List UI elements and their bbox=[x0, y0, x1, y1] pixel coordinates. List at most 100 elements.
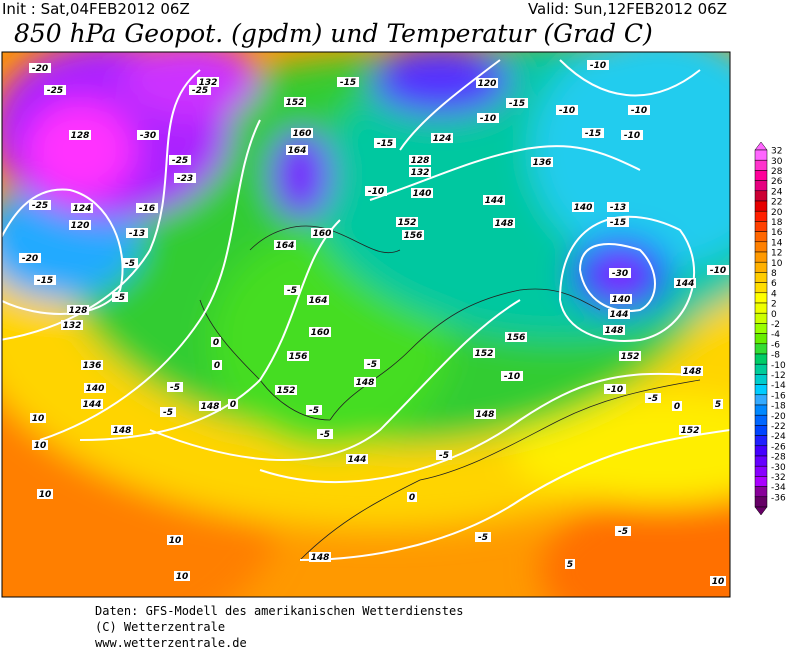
legend-swatch bbox=[754, 343, 768, 355]
contour-value: 160 bbox=[293, 129, 312, 139]
legend-swatch bbox=[754, 496, 768, 508]
contour-value: 124 bbox=[433, 134, 452, 144]
contour-label: -23 bbox=[174, 173, 196, 184]
contour-value: 120 bbox=[71, 221, 90, 231]
contour-label: 156 bbox=[402, 230, 424, 241]
label-box bbox=[374, 138, 396, 148]
label-box bbox=[274, 240, 296, 250]
label-box bbox=[411, 188, 433, 198]
contour-value: -10 bbox=[710, 266, 726, 276]
legend-swatch bbox=[754, 221, 768, 232]
contour-value: -10 bbox=[631, 106, 647, 116]
contour-value: 164 bbox=[309, 296, 328, 306]
contour-value: 10 bbox=[169, 536, 182, 546]
label-box bbox=[607, 202, 629, 212]
contour-value: 124 bbox=[73, 204, 92, 214]
contour-label: -15 bbox=[374, 138, 396, 149]
contour-label: 160 bbox=[309, 327, 331, 338]
contour-label: 148 bbox=[474, 409, 496, 420]
label-box bbox=[189, 85, 211, 95]
contour-label: -5 bbox=[475, 532, 491, 543]
contour-label: 144 bbox=[674, 278, 696, 289]
label-box bbox=[122, 258, 138, 268]
label-box bbox=[174, 173, 196, 183]
legend-tick-label: -20 bbox=[771, 412, 786, 422]
label-box bbox=[199, 401, 221, 411]
contour-value: -15 bbox=[340, 78, 356, 88]
contour-value: 136 bbox=[533, 158, 552, 168]
label-box bbox=[136, 203, 158, 213]
label-box bbox=[30, 413, 46, 423]
contour-label: -10 bbox=[604, 384, 626, 395]
label-box bbox=[477, 113, 499, 123]
contour-label: -5 bbox=[122, 258, 138, 269]
label-box bbox=[29, 200, 51, 210]
contour-value: 10 bbox=[39, 490, 52, 500]
label-box bbox=[710, 576, 726, 586]
label-box bbox=[167, 382, 183, 392]
contour-value: 128 bbox=[411, 156, 430, 166]
contour-value: -20 bbox=[22, 254, 38, 264]
contour-label: 152 bbox=[679, 425, 701, 436]
label-box bbox=[81, 399, 103, 409]
contour-value: 5 bbox=[567, 560, 573, 570]
contour-label: -5 bbox=[317, 429, 333, 440]
label-box bbox=[29, 63, 51, 73]
contour-label: -5 bbox=[364, 359, 380, 370]
map-title: 850 hPa Geopot. (gpdm) und Temperatur (G… bbox=[14, 19, 653, 48]
contour-value: 128 bbox=[71, 131, 90, 141]
legend-tick-label: 32 bbox=[771, 147, 782, 157]
contour-label: -5 bbox=[167, 382, 183, 393]
contour-label: 128 bbox=[409, 155, 431, 166]
contour-label: -10 bbox=[587, 60, 609, 71]
legend-tick-label: -16 bbox=[771, 391, 786, 401]
contour-label: 132 bbox=[61, 320, 83, 331]
label-box bbox=[609, 268, 631, 278]
label-box bbox=[679, 425, 701, 435]
legend-tick-label: -2 bbox=[771, 320, 780, 330]
contour-label: -10 bbox=[621, 130, 643, 141]
legend-tick-label: -6 bbox=[771, 340, 780, 350]
legend-swatch bbox=[754, 200, 768, 212]
legend-tick-label: -4 bbox=[771, 330, 780, 340]
contour-value: 148 bbox=[356, 378, 375, 388]
label-box bbox=[61, 320, 83, 330]
contour-value: 152 bbox=[475, 349, 494, 359]
contour-label: 0 bbox=[211, 337, 221, 348]
contour-value: 164 bbox=[276, 241, 295, 251]
contour-label: -5 bbox=[112, 292, 128, 303]
legend-swatch bbox=[754, 323, 768, 334]
contour-value: -5 bbox=[367, 360, 377, 370]
contour-value: -5 bbox=[648, 394, 658, 404]
contour-value: 144 bbox=[83, 400, 102, 410]
label-box bbox=[211, 337, 221, 347]
contour-label: -5 bbox=[436, 450, 452, 461]
label-box bbox=[365, 186, 387, 196]
contour-label: -10 bbox=[707, 265, 729, 276]
legend-tick-label: 2 bbox=[771, 300, 777, 310]
legend-tick-label: 28 bbox=[771, 167, 783, 177]
label-box bbox=[505, 332, 527, 342]
contour-label: -13 bbox=[607, 202, 629, 213]
label-box bbox=[621, 130, 643, 140]
contour-label: 164 bbox=[307, 295, 329, 306]
contour-label: -20 bbox=[29, 63, 51, 74]
contour-labels: -20 -25 128 -25 124 120 -20 -15 -13 -16 -5 -5 128 132… bbox=[19, 60, 729, 587]
contour-value: -25 bbox=[192, 86, 208, 96]
label-box bbox=[619, 351, 641, 361]
legend-swatch bbox=[754, 353, 768, 365]
contour-value: -5 bbox=[478, 533, 488, 543]
label-box bbox=[197, 77, 219, 87]
legend-tick-label: 22 bbox=[771, 198, 782, 208]
contour-label: 148 bbox=[681, 366, 703, 377]
contour-label: 10 bbox=[710, 576, 726, 587]
contour-value: 10 bbox=[712, 577, 725, 587]
contour-value: -10 bbox=[368, 187, 384, 197]
legend-tick-label: 4 bbox=[771, 289, 777, 299]
contour-value: 120 bbox=[478, 79, 497, 89]
legend-tick-label: -26 bbox=[771, 442, 786, 452]
contour-value: 144 bbox=[610, 310, 629, 320]
label-box bbox=[137, 130, 159, 140]
legend-arrow-bottom bbox=[754, 506, 768, 516]
contour-label: 156 bbox=[505, 332, 527, 343]
